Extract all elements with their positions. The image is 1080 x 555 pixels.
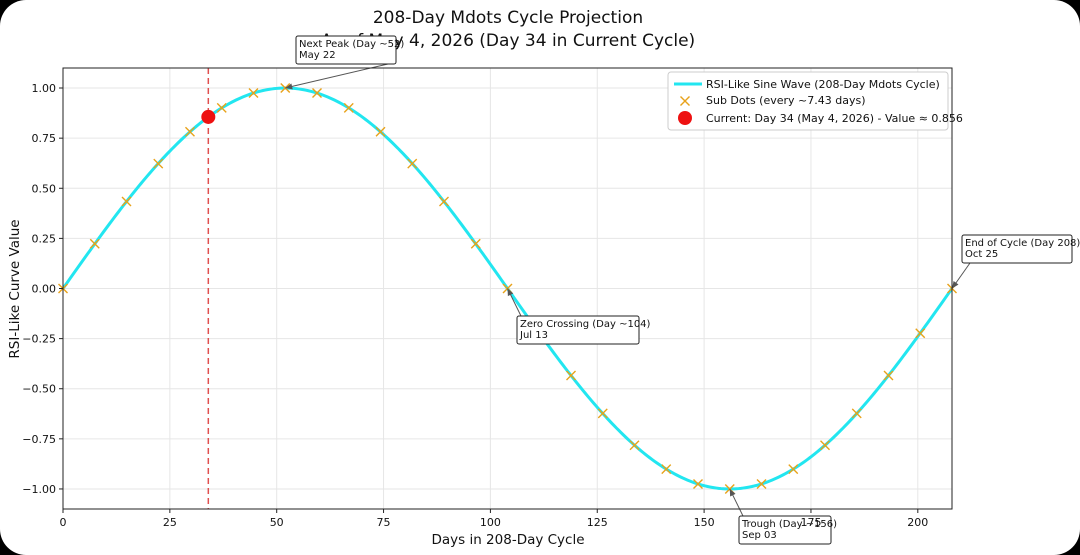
- sub-dot: [312, 88, 323, 99]
- sub-dot: [788, 464, 799, 475]
- sub-dot-stroke: [915, 328, 926, 339]
- sub-dot: [851, 408, 862, 419]
- sub-dot: [184, 126, 195, 137]
- x-tick-label: 0: [60, 516, 67, 529]
- legend-x-stroke: [680, 96, 690, 106]
- sub-dot-stroke: [566, 370, 577, 381]
- y-tick-label: −0.50: [22, 383, 56, 396]
- sub-dot-stroke: [121, 196, 132, 207]
- annotation-text-end: End of Cycle (Day 208): [965, 238, 1080, 249]
- x-axis-label: Days in 208-Day Cycle: [431, 532, 584, 548]
- sub-dot: [89, 238, 100, 249]
- annotation-box-end: [961, 234, 1073, 264]
- sub-dot-stroke: [407, 158, 418, 169]
- annotations: Next Peak (Day ~52)May 22 Zero Crossing (…: [285, 35, 1080, 545]
- sub-dot: [915, 328, 926, 339]
- legend-x-swatch: [680, 96, 690, 106]
- annotation-text-trough: Trough (Day ~156): [741, 519, 837, 530]
- sub-dot-stroke: [89, 238, 100, 249]
- x-tick-label: 125: [587, 516, 608, 529]
- sub-dot-stroke: [248, 88, 259, 99]
- annotation-text-peak: Next Peak (Day ~52): [299, 39, 404, 50]
- annotation-box-zero: [516, 315, 640, 345]
- sub-dot: [375, 126, 386, 137]
- legend-label-subdots: Sub Dots (every ~7.43 days): [706, 94, 866, 107]
- legend-label-curve: RSI-Like Sine Wave (208-Day Mdots Cycle): [706, 78, 940, 91]
- sub-dot-stroke: [153, 158, 164, 169]
- legend-label-current: Current: Day 34 (May 4, 2026) - Value ≈ …: [706, 112, 963, 125]
- sub-dot-stroke: [470, 238, 481, 249]
- sub-dot-stroke: [312, 88, 323, 99]
- sub-dot-stroke: [756, 478, 767, 489]
- sub-dot: [438, 196, 449, 207]
- axes: 0 25 50 75 100 125 150 175 200 1.00 0.75 0.50 0.25 0.…: [22, 67, 953, 529]
- y-tick-label: −0.75: [22, 433, 56, 446]
- sub-dot: [216, 102, 227, 113]
- y-axis-label: RSI-Like Curve Value: [7, 219, 23, 358]
- sub-dot: [883, 370, 894, 381]
- annotation-arrowhead-end: [952, 281, 959, 289]
- sub-dot-stroke: [883, 370, 894, 381]
- sub-dot-stroke: [851, 408, 862, 419]
- x-tick-label: 50: [270, 516, 284, 529]
- sub-dot-stroke: [629, 440, 640, 451]
- sub-dot-stroke: [438, 196, 449, 207]
- chart-title: 208-Day Mdots Cycle Projection: [373, 8, 643, 28]
- sub-dot-stroke: [216, 102, 227, 113]
- annotation-box-trough: [738, 515, 832, 545]
- sub-dot: [597, 408, 608, 419]
- annotation-text-trough: Sep 03: [742, 530, 777, 541]
- y-tick-label: 0.75: [32, 132, 57, 145]
- sub-dot: [343, 102, 354, 113]
- sub-dot-stroke: [820, 440, 831, 451]
- sub-dot-stroke: [343, 102, 354, 113]
- sub-dot-stroke: [597, 408, 608, 419]
- sub-dot: [661, 464, 672, 475]
- grid-lines: [62, 68, 952, 509]
- x-tick-label: 150: [694, 516, 715, 529]
- x-tick-label: 200: [907, 516, 928, 529]
- sub-dot: [756, 478, 767, 489]
- y-tick-label: −1.00: [22, 483, 56, 496]
- annotation-text-peak: May 22: [299, 50, 336, 61]
- current-point: [201, 109, 216, 124]
- sub-dot: [121, 196, 132, 207]
- annotation-arrowhead-trough: [729, 488, 736, 497]
- sub-dot: [820, 440, 831, 451]
- sub-dot-stroke: [788, 464, 799, 475]
- annotation-text-end: Oct 25: [965, 249, 998, 260]
- y-tick-label: 1.00: [32, 82, 57, 95]
- sub-dot-stroke: [692, 478, 703, 489]
- annotation-arrowhead-zero: [507, 288, 514, 297]
- annotation-text-zero: Zero Crossing (Day ~104): [520, 319, 651, 330]
- sub-dot: [470, 238, 481, 249]
- sub-dot: [566, 370, 577, 381]
- sub-dot: [629, 440, 640, 451]
- sub-dot-stroke: [184, 126, 195, 137]
- chart-subtitle: As of May 4, 2026 (Day 34 in Current Cyc…: [321, 31, 695, 51]
- y-tick-label: 0.00: [32, 283, 57, 296]
- sub-dot: [692, 478, 703, 489]
- y-tick-label: 0.50: [32, 182, 57, 195]
- x-tick-label: 175: [800, 516, 821, 529]
- y-tick-label: −0.25: [22, 333, 56, 346]
- legend-dot-swatch: [678, 111, 692, 125]
- sub-dot: [248, 88, 259, 99]
- x-tick-label: 100: [480, 516, 501, 529]
- annotation-text-zero: Jul 13: [519, 330, 548, 341]
- sub-dot-stroke: [661, 464, 672, 475]
- x-tick-label: 25: [163, 516, 177, 529]
- sub-dot: [153, 158, 164, 169]
- legend-box: [667, 71, 949, 131]
- legend: RSI-Like Sine Wave (208-Day Mdots Cycle)…: [667, 71, 963, 131]
- x-tick-label: 75: [377, 516, 391, 529]
- annotation-box-peak: [295, 35, 397, 65]
- y-tick-label: 0.25: [32, 232, 57, 245]
- annotation-arrowhead-peak: [285, 83, 293, 90]
- sub-dot: [407, 158, 418, 169]
- sub-dot-stroke: [375, 126, 386, 137]
